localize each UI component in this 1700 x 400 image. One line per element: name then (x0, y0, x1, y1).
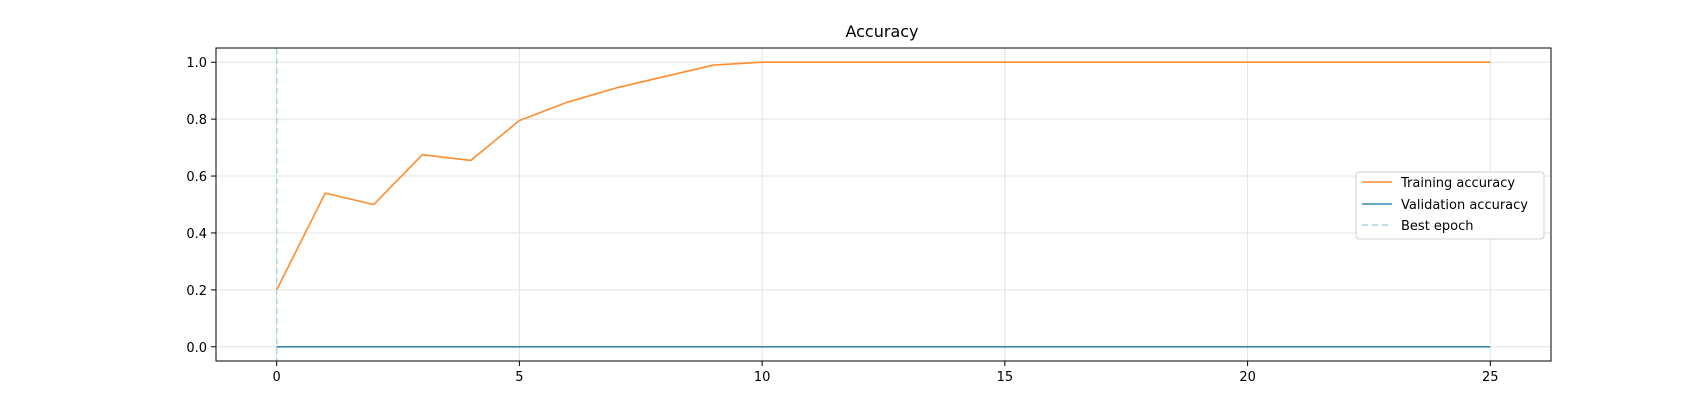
series-layer (275, 61, 1491, 348)
x-tick-label: 20 (1239, 370, 1256, 385)
y-tick-label: 0.6 (186, 170, 207, 185)
x-tick-label: 10 (754, 370, 771, 385)
legend-box (1355, 171, 1545, 240)
legend-label-validation: Validation accuracy (1401, 198, 1528, 213)
legend-label-training: Training accuracy (1400, 176, 1515, 191)
training-accuracy-line (275, 61, 1491, 291)
x-tick-label: 15 (997, 370, 1014, 385)
y-tick-label: 1.0 (186, 56, 207, 71)
y-tick-label: 0.4 (186, 227, 207, 242)
y-tick-label: 0.0 (186, 341, 207, 356)
legend-label-best-epoch: Best epoch (1401, 219, 1474, 234)
legend: Training accuracy Validation accuracy Be… (1355, 171, 1545, 240)
x-axis-ticks: 0 5 10 15 20 25 (273, 361, 1499, 385)
y-axis-ticks: 0.0 0.2 0.4 0.6 0.8 1.0 (186, 56, 216, 356)
x-tick-label: 25 (1482, 370, 1499, 385)
y-tick-label: 0.8 (186, 113, 207, 128)
x-tick-label: 5 (515, 370, 523, 385)
plot-frame (215, 47, 1552, 362)
chart-title: Accuracy (845, 22, 918, 41)
x-tick-label: 0 (273, 370, 281, 385)
y-tick-label: 0.2 (186, 284, 207, 299)
